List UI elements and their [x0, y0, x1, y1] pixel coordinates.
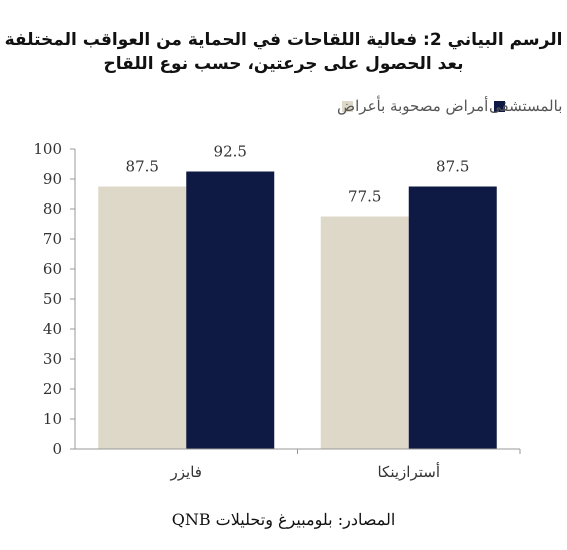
y-tick-label: 50	[43, 290, 62, 308]
x-category-label: فايزر	[170, 463, 202, 481]
y-tick-label: 20	[43, 380, 62, 398]
chart-title: الرسم البياني 2: فعالية اللقاحات في الحم…	[0, 28, 567, 76]
chart-title-line-1: الرسم البياني 2: فعالية اللقاحات في الحم…	[4, 30, 563, 50]
x-category-label: أسترازينكا	[377, 462, 440, 481]
y-tick-label: 10	[43, 410, 62, 428]
bar-value-label: 87.5	[126, 158, 159, 176]
y-tick-label: 60	[43, 260, 62, 278]
bar	[320, 216, 409, 449]
bar-chart: العلاج بالمستشفى أمراض مصحوبة بأعراض 0 10…	[33, 96, 567, 481]
y-tick-label: 100	[33, 140, 62, 158]
y-tick-label: 70	[43, 230, 62, 248]
legend: العلاج بالمستشفى أمراض مصحوبة بأعراض	[337, 96, 567, 115]
bar-value-label: 77.5	[348, 188, 381, 206]
legend-label-symptomatic: أمراض مصحوبة بأعراض	[337, 96, 488, 115]
chart-title-line-2: بعد الحصول على جرعتين، حسب نوع اللقاح	[103, 54, 464, 74]
bar-value-label: 87.5	[436, 158, 469, 176]
x-axis: فايزر أسترازينكا	[70, 448, 521, 481]
legend-swatch-hospitalization	[494, 101, 505, 112]
y-tick-label: 30	[43, 350, 62, 368]
y-tick-label: 40	[43, 320, 62, 338]
bar	[186, 171, 275, 449]
y-axis: 0 10 20 30 40 50 60 70 80 90 100	[33, 140, 76, 458]
legend-swatch-symptomatic	[342, 101, 353, 112]
bar	[98, 186, 187, 449]
bar	[408, 186, 497, 449]
y-tick-label: 0	[52, 440, 62, 458]
y-tick-label: 80	[43, 200, 62, 218]
y-tick-label: 90	[43, 170, 62, 188]
legend-label-hospitalization: العلاج بالمستشفى	[489, 97, 567, 115]
bar-value-label: 92.5	[214, 143, 247, 161]
source-note: المصادر: بلومبيرغ وتحليلات QNB	[171, 510, 396, 529]
bars: 87.5 92.5 77.5 87.5	[98, 143, 497, 449]
